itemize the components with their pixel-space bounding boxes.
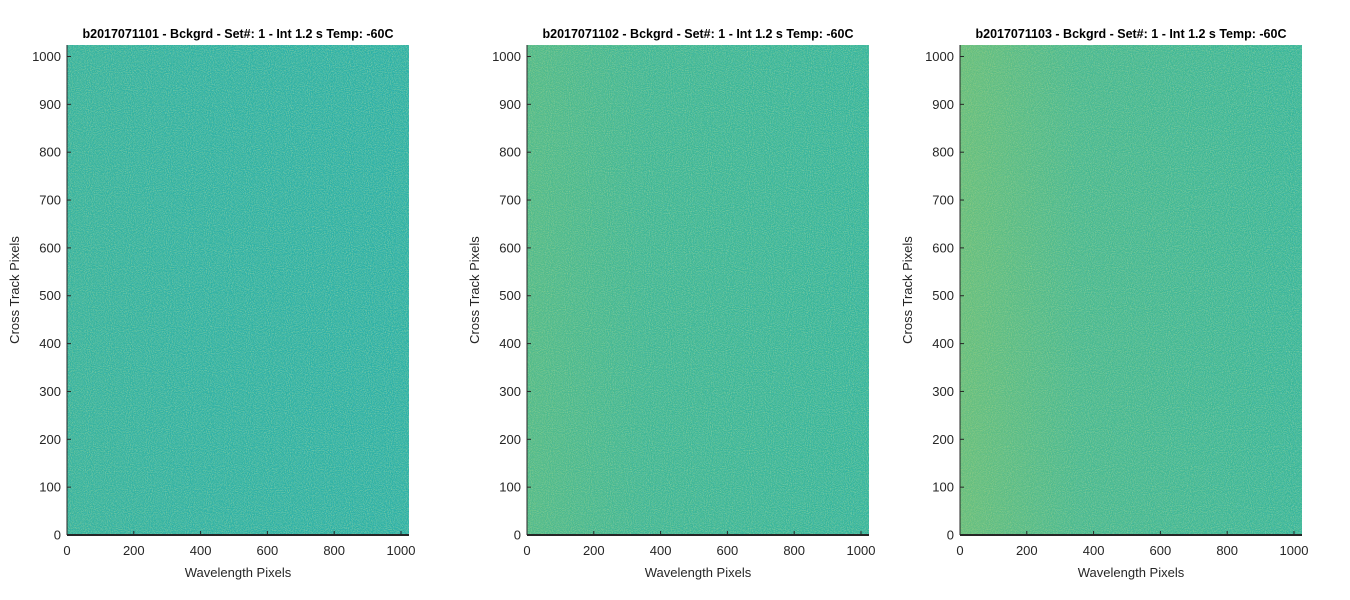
x-tick-label: 600 [257, 543, 279, 558]
panel-1-y-axis-label: Cross Track Pixels [7, 236, 22, 344]
y-tick-label: 900 [932, 97, 954, 112]
panel-2-title: b2017071102 - Bckgrd - Set#: 1 - Int 1.2… [542, 27, 853, 41]
y-tick-label: 800 [499, 145, 521, 160]
y-tick-label: 700 [932, 193, 954, 208]
y-tick-label: 300 [39, 384, 61, 399]
x-tick-label: 200 [583, 543, 605, 558]
panel-3-y-axis-label: Cross Track Pixels [900, 236, 915, 344]
x-tick-label: 0 [956, 543, 963, 558]
y-tick-label: 500 [499, 288, 521, 303]
panel-3-x-axis-label: Wavelength Pixels [1078, 565, 1185, 580]
x-tick-label: 0 [523, 543, 530, 558]
y-tick-label: 300 [932, 384, 954, 399]
panel-1-title: b2017071101 - Bckgrd - Set#: 1 - Int 1.2… [82, 27, 393, 41]
x-tick-label: 800 [1216, 543, 1238, 558]
y-tick-label: 100 [499, 480, 521, 495]
x-tick-label: 600 [717, 543, 739, 558]
y-tick-label: 300 [499, 384, 521, 399]
y-tick-label: 600 [39, 240, 61, 255]
y-tick-label: 1000 [925, 49, 954, 64]
panel-2-y-axis-label: Cross Track Pixels [467, 236, 482, 344]
x-tick-label: 1000 [1280, 543, 1309, 558]
y-tick-label: 700 [499, 193, 521, 208]
heatmap-edge-gradient [527, 45, 869, 535]
y-tick-label: 1000 [32, 49, 61, 64]
y-tick-label: 400 [932, 336, 954, 351]
y-tick-label: 500 [39, 288, 61, 303]
x-tick-label: 0 [63, 543, 70, 558]
y-tick-label: 100 [932, 480, 954, 495]
x-tick-label: 1000 [847, 543, 876, 558]
x-tick-label: 400 [190, 543, 212, 558]
heatmap-image [960, 45, 1302, 535]
x-tick-label: 200 [123, 543, 145, 558]
y-tick-label: 0 [54, 528, 61, 543]
y-tick-label: 1000 [492, 49, 521, 64]
x-tick-label: 800 [783, 543, 805, 558]
y-tick-label: 0 [947, 528, 954, 543]
panel-1-x-axis-label: Wavelength Pixels [185, 565, 292, 580]
y-tick-label: 500 [932, 288, 954, 303]
y-tick-label: 400 [39, 336, 61, 351]
y-tick-label: 400 [499, 336, 521, 351]
y-tick-label: 200 [499, 432, 521, 447]
x-tick-label: 400 [1083, 543, 1105, 558]
x-tick-label: 600 [1150, 543, 1172, 558]
y-tick-label: 800 [932, 145, 954, 160]
heatmap-panel-3: 0 200 400 600 800 1000 0 100 200 300 400 500 600 700 8… [900, 27, 1308, 580]
y-tick-label: 900 [499, 97, 521, 112]
x-tick-label: 200 [1016, 543, 1038, 558]
y-tick-label: 0 [514, 528, 521, 543]
y-tick-label: 700 [39, 193, 61, 208]
heatmap-panel-2: 0 200 400 600 800 1000 0 100 200 300 400 500 600 700 8… [467, 27, 875, 580]
panel-3-title: b2017071103 - Bckgrd - Set#: 1 - Int 1.2… [975, 27, 1286, 41]
y-tick-label: 600 [932, 240, 954, 255]
x-tick-label: 800 [323, 543, 345, 558]
y-tick-label: 100 [39, 480, 61, 495]
heatmap-edge-gradient [960, 45, 1302, 535]
heatmap-image [67, 45, 409, 535]
heatmap-edge-gradient [67, 45, 409, 535]
x-tick-label: 400 [650, 543, 672, 558]
y-tick-label: 600 [499, 240, 521, 255]
y-tick-label: 200 [39, 432, 61, 447]
y-tick-label: 900 [39, 97, 61, 112]
y-tick-label: 200 [932, 432, 954, 447]
heatmap-image [527, 45, 869, 535]
x-tick-label: 1000 [387, 543, 416, 558]
heatmap-panel-1: 0 200 400 600 800 1000 0 100 200 300 400 500 600 700 8… [7, 27, 415, 580]
y-tick-label: 800 [39, 145, 61, 160]
panel-2-x-axis-label: Wavelength Pixels [645, 565, 752, 580]
